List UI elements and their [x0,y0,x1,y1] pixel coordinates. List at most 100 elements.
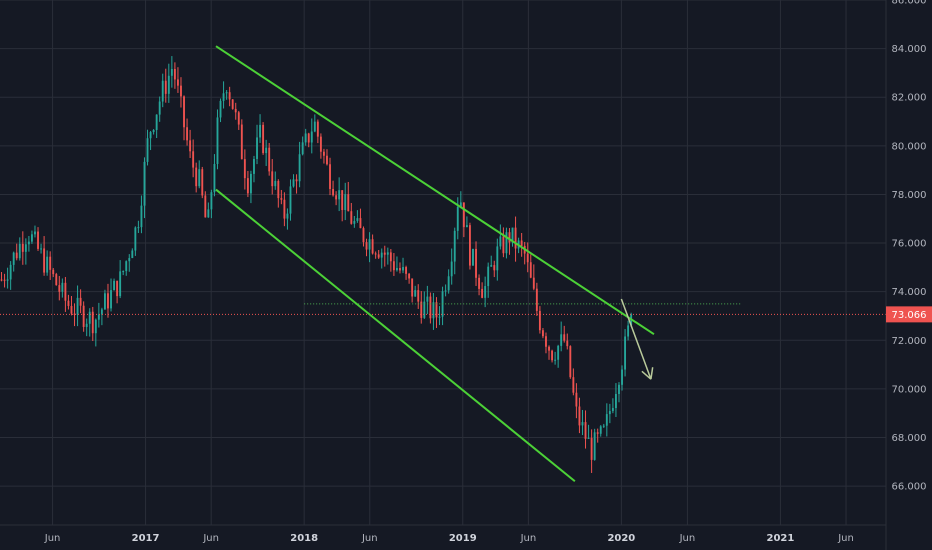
candle [119,260,122,299]
candle [268,142,271,176]
candle [24,238,27,265]
candle [538,306,541,334]
candle [158,96,161,122]
candle [335,191,338,206]
candle [274,171,277,190]
candle [222,81,225,109]
candle [259,114,262,143]
candle [618,382,620,403]
y-tick-label: 76.000 [892,239,927,250]
candle [58,276,61,301]
candle [435,297,438,328]
candle [170,56,173,88]
candle [365,238,368,257]
candle [0,272,3,282]
y-tick-label: 86.000 [892,0,927,7]
candle [249,170,252,204]
candle [587,424,590,439]
forecast-arrow[interactable] [620,298,652,380]
candle [499,224,502,250]
candle [164,68,167,103]
candle [344,182,347,221]
candle [61,278,64,298]
candle [201,166,204,199]
candle [79,289,82,314]
candle [52,267,55,278]
candle [608,403,611,424]
channel-upper-trendline[interactable] [215,45,655,336]
candle [429,292,432,324]
candle [143,157,146,219]
x-tick-label: Jun [202,533,219,544]
candle [541,328,544,339]
candle [262,122,265,155]
candle [545,332,547,354]
candle [374,251,377,259]
x-tick-label: 2017 [132,533,160,544]
candle [590,429,593,473]
candle [18,237,21,261]
candle [64,276,67,312]
y-tick-label: 80.000 [892,141,927,152]
candle [356,210,359,223]
candle [76,285,79,327]
x-tick-label: Jun [679,533,696,544]
candle [341,190,344,222]
candle [277,179,280,208]
candle [192,139,195,178]
candle [210,189,213,219]
candle [207,202,210,218]
y-tick-label: 78.000 [892,190,927,201]
candle [621,365,623,391]
candle [563,325,566,343]
candle [253,155,255,183]
channel-lower-trendline[interactable] [215,188,576,483]
candle [195,162,198,193]
candle [475,241,477,286]
candle [70,296,73,316]
candle [140,195,143,234]
candle [97,302,100,328]
y-tick-label: 82.000 [892,93,927,104]
price-axis[interactable]: 66.000 68.000 70.000 72.000 74.000 76.000 78.0… [892,0,927,493]
candle [624,329,627,377]
candle [411,278,414,303]
candle [67,294,70,310]
candle [511,227,514,247]
candle [548,345,550,360]
candle [298,141,301,188]
candle [91,306,94,342]
candle [283,192,286,227]
candle [332,180,335,197]
candle [82,301,85,332]
candle [614,383,617,417]
candle [359,208,362,229]
candle [289,179,292,221]
candle [237,110,240,130]
candle [383,245,386,267]
x-tick-label: 2019 [449,533,477,544]
y-tick-label: 70.000 [892,384,927,395]
candle [85,318,88,337]
candle [472,248,474,266]
candle [566,333,569,350]
candle [280,189,283,205]
x-tick-label: 2021 [766,533,794,544]
candle [569,345,572,379]
candle [417,284,420,309]
candle [12,251,15,272]
candle [219,98,222,123]
candle [88,308,91,337]
candle [484,276,487,308]
candle [377,249,380,259]
candle [459,191,462,209]
candle [514,216,517,262]
candle [137,220,140,234]
candles [0,56,633,473]
x-tick-label: 2020 [607,533,635,544]
time-axis[interactable]: Jun 2017 Jun 2018 Jun 2019 Jun 2020 Jun 2021 Jun [44,533,854,544]
y-tick-label: 72.000 [892,336,927,347]
candle [465,216,468,228]
